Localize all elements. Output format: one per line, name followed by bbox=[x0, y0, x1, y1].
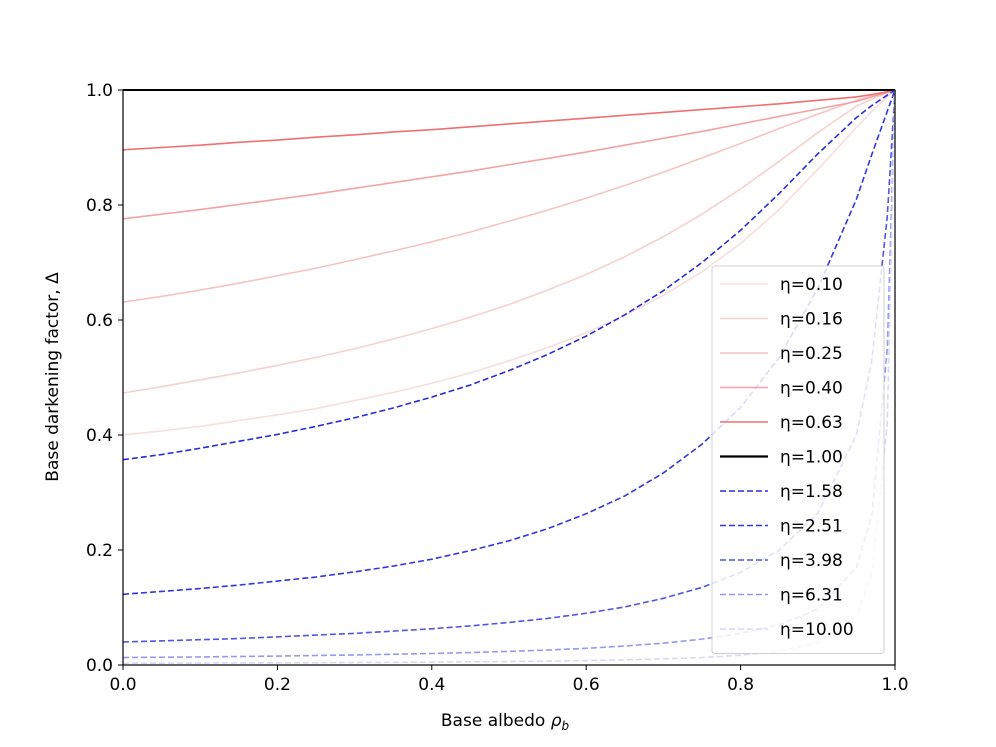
x-axis-label-subscript: b bbox=[561, 719, 569, 733]
x-tick-label-1: 0.2 bbox=[264, 675, 291, 695]
x-axis-label-text: Base albedo bbox=[441, 711, 551, 731]
legend-label-2: η=0.25 bbox=[780, 344, 843, 364]
y-tick-label-5: 1.0 bbox=[86, 81, 113, 101]
legend-label-7: η=2.51 bbox=[780, 517, 843, 537]
legend-label-9: η=6.31 bbox=[780, 586, 843, 606]
series-line-1 bbox=[122, 89, 896, 394]
series-line-2 bbox=[122, 89, 896, 303]
legend-label-0: η=0.10 bbox=[780, 275, 843, 295]
x-axis-label-symbol: ρ bbox=[551, 711, 562, 731]
series-line-9 bbox=[122, 89, 896, 659]
x-tick-label-2: 0.4 bbox=[418, 675, 445, 695]
x-tick-label-4: 0.8 bbox=[727, 675, 754, 695]
axes-layer: 0.0 0.2 0.4 0.6 0.8 1.0 0.0 0.2 0.4 0.6 0.8 1.0 bbox=[86, 81, 909, 695]
y-tick-label-4: 0.8 bbox=[86, 196, 113, 216]
series-line-3 bbox=[122, 89, 896, 220]
legend-label-3: η=0.40 bbox=[780, 379, 843, 399]
series-line-4 bbox=[122, 89, 896, 151]
y-tick-label-1: 0.2 bbox=[86, 541, 113, 561]
legend-box bbox=[711, 265, 885, 654]
legend-label-5: η=1.00 bbox=[780, 448, 843, 468]
y-axis-label: Base darkening factor, Δ bbox=[43, 272, 63, 482]
x-tick-label-5: 1.0 bbox=[881, 675, 908, 695]
x-tick-label-3: 0.6 bbox=[573, 675, 600, 695]
legend-label-4: η=0.63 bbox=[780, 413, 843, 433]
x-tick-label-0: 0.0 bbox=[109, 675, 136, 695]
y-tick-label-3: 0.6 bbox=[86, 311, 113, 331]
legend-label-6: η=1.58 bbox=[780, 482, 843, 502]
series-line-0 bbox=[122, 89, 896, 436]
legend-label-1: η=0.16 bbox=[780, 310, 843, 330]
y-tick-label-2: 0.4 bbox=[86, 426, 113, 446]
series-line-6 bbox=[122, 89, 896, 461]
legend: η=0.10 η=0.16 η=0.25 η=0.40 η=0.63 η=1.00 η=1.… bbox=[711, 265, 885, 654]
y-tick-label-0: 0.0 bbox=[86, 656, 113, 676]
axes-frame bbox=[122, 89, 896, 666]
legend-label-8: η=3.98 bbox=[780, 551, 843, 571]
legend-label-10: η=10.00 bbox=[780, 620, 854, 640]
x-axis-label: Base albedo ρb bbox=[441, 711, 570, 733]
